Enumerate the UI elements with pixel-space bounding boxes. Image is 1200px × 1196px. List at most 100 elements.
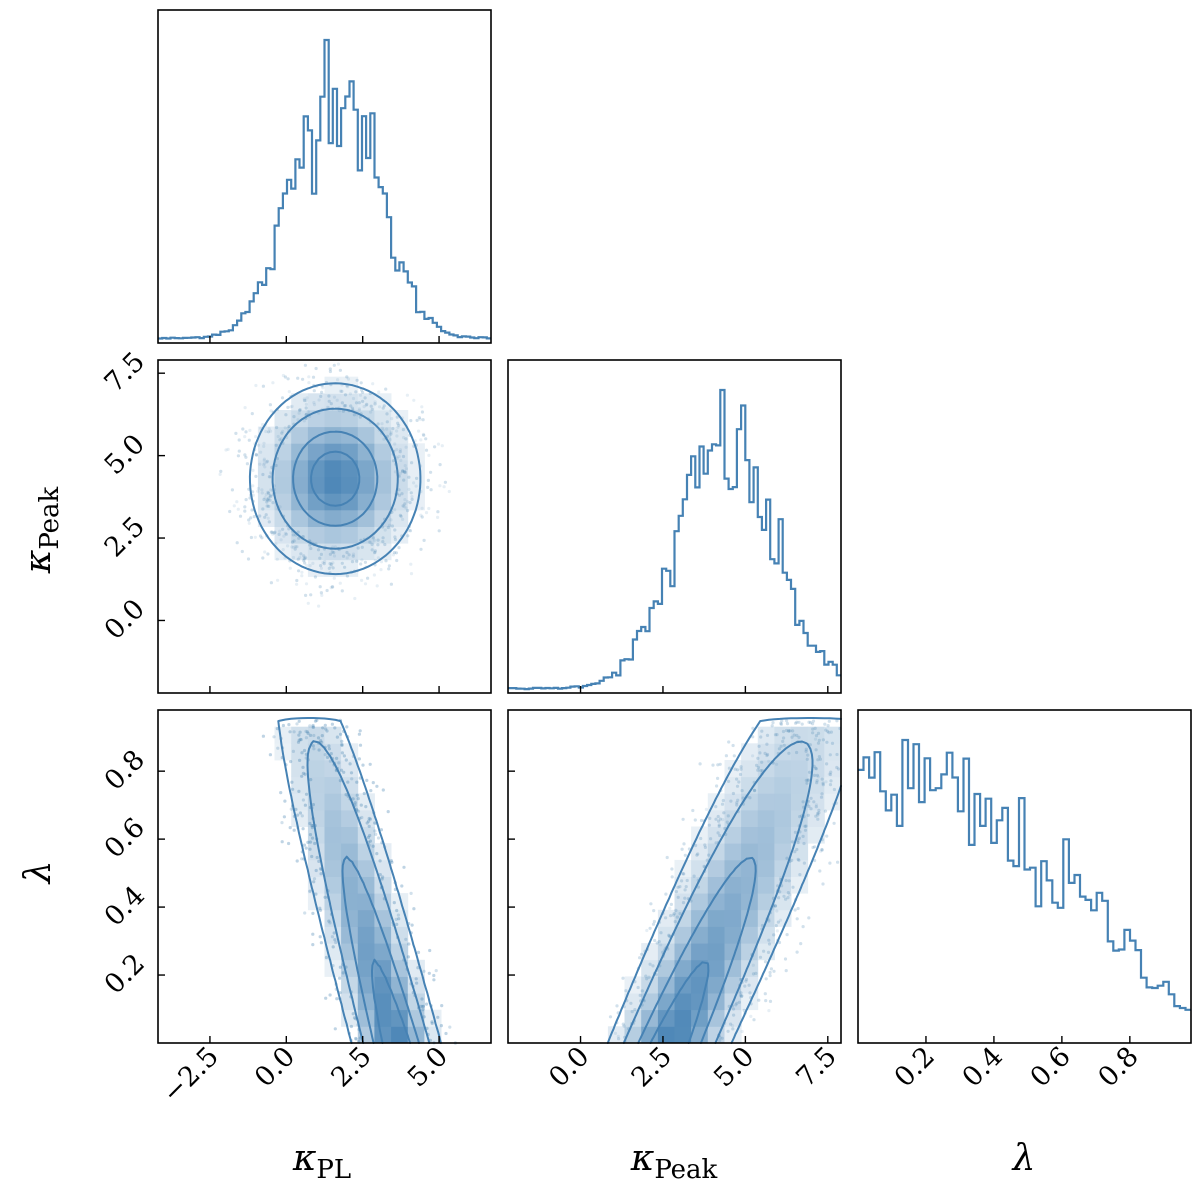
- scatter-point: [304, 593, 308, 598]
- scatter-point: [306, 601, 310, 605]
- scatter-point: [621, 1022, 625, 1026]
- density-cell: [307, 443, 325, 461]
- scatter-point: [249, 516, 253, 520]
- scatter-point: [401, 469, 405, 473]
- scatter-point: [315, 855, 319, 860]
- density-cell: [374, 476, 392, 494]
- scatter-point: [608, 1015, 613, 1019]
- scatter-point: [651, 922, 656, 926]
- scatter-point: [427, 971, 431, 975]
- scatter-point: [344, 793, 348, 797]
- scatter-point: [232, 504, 236, 508]
- scatter-point: [816, 775, 820, 779]
- scatter-point: [298, 737, 302, 742]
- density-cell: [374, 876, 392, 894]
- scatter-point: [357, 407, 361, 411]
- scatter-point: [237, 449, 241, 453]
- scatter-point: [377, 390, 381, 394]
- scatter-point: [300, 814, 304, 818]
- scatter-point: [387, 564, 391, 568]
- scatter-point: [824, 728, 828, 732]
- scatter-point: [448, 1025, 452, 1029]
- density-cell: [691, 959, 709, 977]
- scatter-point: [436, 515, 440, 520]
- scatter-point: [799, 942, 803, 946]
- scatter-point: [613, 1031, 618, 1035]
- scatter-point: [429, 488, 433, 492]
- scatter-point: [442, 485, 446, 489]
- density-cell: [757, 876, 775, 894]
- scatter-point: [768, 970, 772, 975]
- scatter-point: [336, 362, 340, 366]
- scatter-point: [702, 864, 706, 869]
- scatter-point: [397, 546, 401, 550]
- scatter-point: [403, 470, 407, 474]
- scatter-kappa-pl-vs-lambda: [261, 718, 457, 1045]
- scatter-point: [811, 722, 815, 726]
- scatter-point: [368, 540, 372, 544]
- scatter-point: [368, 762, 372, 766]
- scatter-point: [243, 509, 247, 513]
- scatter-point: [277, 532, 281, 537]
- scatter-point: [365, 778, 369, 783]
- scatter-point: [392, 901, 396, 905]
- density-cell: [291, 743, 309, 761]
- scatter-point: [678, 912, 682, 916]
- scatter-point: [714, 817, 718, 821]
- scatter-point: [247, 518, 251, 522]
- density-cell: [324, 826, 342, 844]
- scatter-point: [678, 912, 682, 916]
- scatter-point: [765, 752, 770, 757]
- scatter-point: [287, 723, 291, 727]
- scatter-point: [768, 974, 772, 978]
- scatter-point: [302, 843, 307, 847]
- scatter-point: [372, 573, 376, 577]
- scatter-point: [243, 509, 247, 513]
- scatter-point: [722, 811, 726, 815]
- scatter-point: [772, 933, 776, 937]
- scatter-point: [409, 491, 413, 495]
- x-tick-label: 2.5: [325, 1041, 377, 1093]
- scatter-point: [298, 555, 302, 559]
- scatter-point: [648, 962, 652, 966]
- scatter-point: [428, 948, 432, 953]
- scatter-point: [818, 869, 822, 873]
- scatter-point: [420, 410, 424, 414]
- scatter-point: [691, 808, 695, 813]
- scatter-point: [406, 955, 410, 959]
- scatter-point: [314, 868, 318, 873]
- scatter-point: [219, 469, 223, 473]
- scatter-point: [629, 1001, 633, 1005]
- scatter-point: [624, 989, 628, 993]
- scatter-point: [818, 757, 823, 761]
- density-cell: [357, 459, 375, 477]
- density-cell: [357, 476, 375, 494]
- scatter-point: [327, 744, 331, 748]
- scatter-point: [280, 840, 284, 844]
- scatter-point: [807, 720, 811, 724]
- scatter-point: [781, 739, 785, 744]
- scatter-point: [266, 430, 271, 434]
- scatter-point: [297, 411, 301, 415]
- scatter-point: [419, 1004, 423, 1009]
- scatter-point: [308, 543, 312, 547]
- scatter-point: [265, 498, 269, 502]
- scatter-point: [397, 917, 401, 921]
- scatter-point: [784, 969, 788, 973]
- scatter-point: [297, 719, 301, 723]
- scatter-point: [775, 929, 779, 933]
- scatter-point: [357, 401, 361, 405]
- scatter-point: [247, 521, 251, 525]
- scatter-point: [300, 751, 304, 755]
- scatter-point: [282, 815, 286, 819]
- scatter-point: [757, 998, 761, 1002]
- density-cell: [374, 459, 392, 477]
- scatter-point: [388, 438, 392, 442]
- density-cell: [741, 760, 759, 778]
- scatter-point: [327, 919, 331, 923]
- scatter-point: [294, 545, 298, 549]
- scatter-point: [265, 459, 269, 463]
- scatter-point: [638, 993, 642, 998]
- scatter-point: [280, 840, 284, 844]
- scatter-point: [308, 847, 312, 851]
